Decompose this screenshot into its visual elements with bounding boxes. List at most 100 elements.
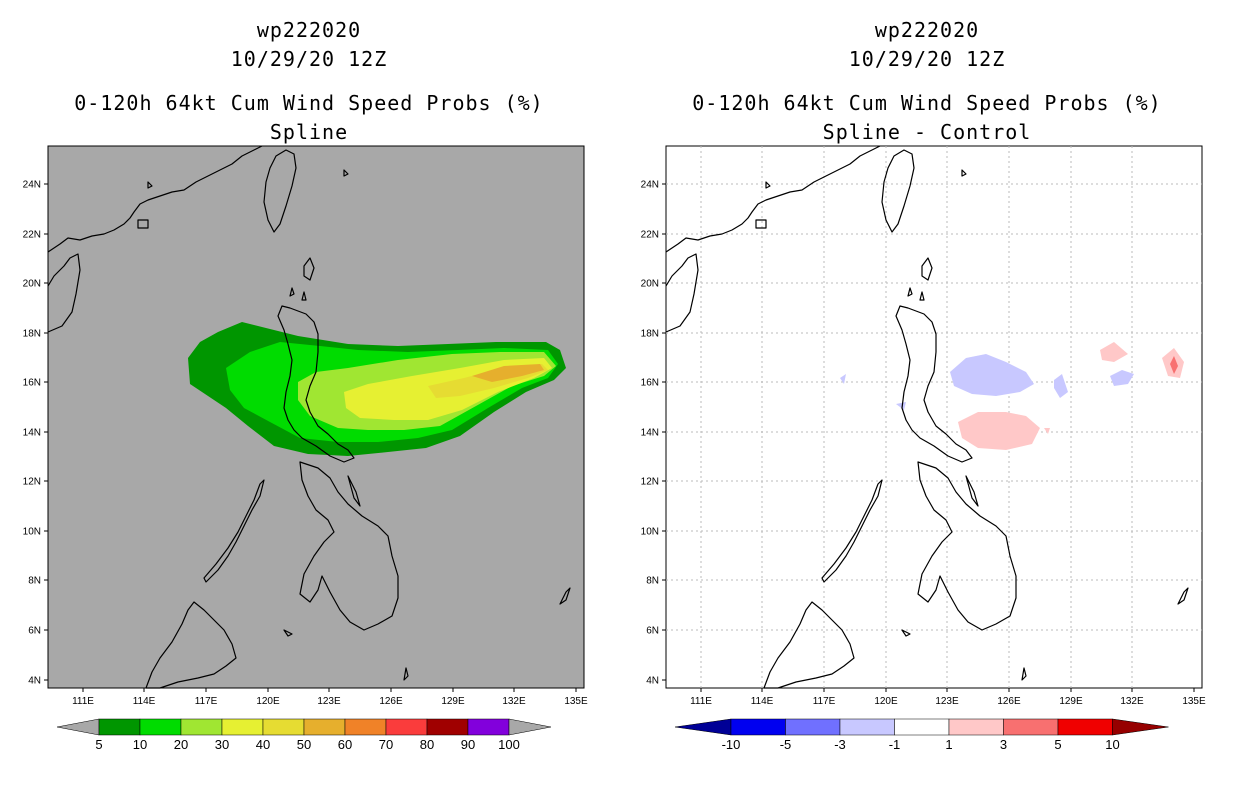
lat-label-12N-1: 12N	[641, 477, 659, 488]
right-colorbar-label: 10	[1105, 737, 1119, 752]
lon-label-129E-1: 129E	[1059, 696, 1083, 707]
left-colorbar-label: 70	[379, 737, 393, 752]
right-title-method: Spline - Control	[822, 120, 1032, 144]
left-colorbar-label: 20	[174, 737, 188, 752]
lat-label-14N-1: 14N	[641, 428, 659, 439]
right-colorbar-label: -3	[834, 737, 846, 752]
left-title-date: 10/29/20 12Z	[230, 47, 388, 71]
right-colorbar-swatch	[1003, 718, 1059, 736]
left-colorbar-swatch	[303, 718, 346, 736]
left-colorbar-label: 10	[133, 737, 147, 752]
left-colorbar-swatch	[426, 718, 469, 736]
left-colorbar-swatch	[98, 718, 141, 736]
right-colorbar-label: 3	[1000, 737, 1007, 752]
left-title-product: 0-120h 64kt Cum Wind Speed Probs (%)	[74, 91, 544, 115]
lat-label-18N-0: 18N	[23, 329, 41, 340]
lat-label-22N-1: 22N	[641, 230, 659, 241]
left-colorbar-label: 30	[215, 737, 229, 752]
right-colorbar: -10 -5 -3 -1 1 3 5 10	[674, 718, 1169, 752]
lon-label-117E-0: 117E	[195, 696, 218, 707]
left-colorbar-label: 100	[498, 737, 520, 752]
left-colorbar-swatch	[139, 718, 182, 736]
lon-label-135E-1: 135E	[1182, 696, 1206, 707]
lat-label-14N-0: 14N	[23, 428, 41, 439]
right-title-date: 10/29/20 12Z	[848, 47, 1006, 71]
diff-negative-3	[1110, 370, 1134, 386]
left-colorbar-label: 90	[461, 737, 475, 752]
left-colorbar-swatch	[385, 718, 428, 736]
lon-label-120E-0: 120E	[256, 696, 280, 707]
lat-label-8N-1: 8N	[646, 576, 659, 587]
lat-label-10N-1: 10N	[641, 527, 659, 538]
right-map-background	[665, 145, 1203, 689]
lon-label-123E-1: 123E	[935, 696, 959, 707]
axis-labels: 111E 114E 117E 120E 123E 126E 129E 132E 135E 4N 6N…	[23, 180, 1206, 708]
lat-label-6N-1: 6N	[646, 626, 659, 637]
right-difference-field	[840, 342, 1184, 450]
left-colorbar-swatch	[180, 718, 223, 736]
lon-label-129E-0: 129E	[441, 696, 465, 707]
lat-label-20N-1: 20N	[641, 279, 659, 290]
left-map	[47, 145, 585, 689]
diff-negative-5	[896, 402, 906, 410]
lat-label-12N-0: 12N	[23, 477, 41, 488]
right-title-storm: wp222020	[874, 18, 980, 42]
right-colorbar-swatch	[730, 718, 786, 736]
left-colorbar-label: 80	[420, 737, 434, 752]
diff-positive-2	[1100, 342, 1128, 362]
right-colorbar-label: -1	[889, 737, 901, 752]
lat-label-6N-0: 6N	[28, 626, 41, 637]
right-colorbar-swatch	[948, 718, 1004, 736]
lon-label-111E-0: 111E	[72, 696, 94, 707]
diff-negative-4	[840, 374, 846, 384]
lat-label-24N-1: 24N	[641, 180, 659, 191]
right-colorbar-swatch	[894, 718, 950, 736]
lon-label-117E-1: 117E	[813, 696, 836, 707]
left-colorbar-swatch	[262, 718, 305, 736]
lon-label-132E-0: 132E	[502, 696, 526, 707]
lat-label-20N-0: 20N	[23, 279, 41, 290]
lat-label-8N-0: 8N	[28, 576, 41, 587]
lon-label-126E-1: 126E	[997, 696, 1021, 707]
lat-label-10N-0: 10N	[23, 527, 41, 538]
lon-label-135E-0: 135E	[564, 696, 588, 707]
right-colorbar-swatch	[1057, 718, 1113, 736]
lon-label-126E-0: 126E	[379, 696, 403, 707]
right-map	[665, 145, 1203, 689]
lat-label-4N-0: 4N	[28, 676, 41, 687]
lat-label-24N-0: 24N	[23, 180, 41, 191]
lat-label-4N-1: 4N	[646, 676, 659, 687]
right-colorbar-end-low	[674, 718, 732, 736]
right-colorbar-label: 1	[945, 737, 952, 752]
lat-label-22N-0: 22N	[23, 230, 41, 241]
right-title-product: 0-120h 64kt Cum Wind Speed Probs (%)	[692, 91, 1162, 115]
diff-positive-4	[1044, 428, 1050, 434]
right-colorbar-swatch	[839, 718, 895, 736]
left-colorbar-label: 50	[297, 737, 311, 752]
left-probability-field	[188, 322, 566, 456]
diff-positive-5	[1170, 356, 1178, 374]
lat-label-16N-1: 16N	[641, 378, 659, 389]
contour-50	[472, 364, 544, 382]
left-colorbar-end-low	[56, 718, 100, 736]
right-colorbar-label: -5	[780, 737, 792, 752]
lon-label-114E-0: 114E	[133, 696, 156, 707]
diff-negative-1	[950, 354, 1034, 396]
lon-label-114E-1: 114E	[751, 696, 774, 707]
lat-label-18N-1: 18N	[641, 329, 659, 340]
left-colorbar-swatch	[467, 718, 510, 736]
left-colorbar: 5 10 20 30 40 50 60 70 80 90 100	[56, 718, 552, 752]
right-colorbar-label: 5	[1054, 737, 1061, 752]
left-title-method: Spline	[269, 120, 349, 144]
left-title-storm: wp222020	[256, 18, 362, 42]
left-colorbar-label: 40	[256, 737, 270, 752]
left-colorbar-label: 5	[95, 737, 102, 752]
left-colorbar-label: 60	[338, 737, 352, 752]
left-colorbar-end-high	[508, 718, 552, 736]
lon-label-120E-1: 120E	[874, 696, 898, 707]
diff-negative-2	[1054, 374, 1068, 398]
left-colorbar-swatch	[344, 718, 387, 736]
lon-label-132E-1: 132E	[1120, 696, 1144, 707]
right-colorbar-label: -10	[722, 737, 741, 752]
